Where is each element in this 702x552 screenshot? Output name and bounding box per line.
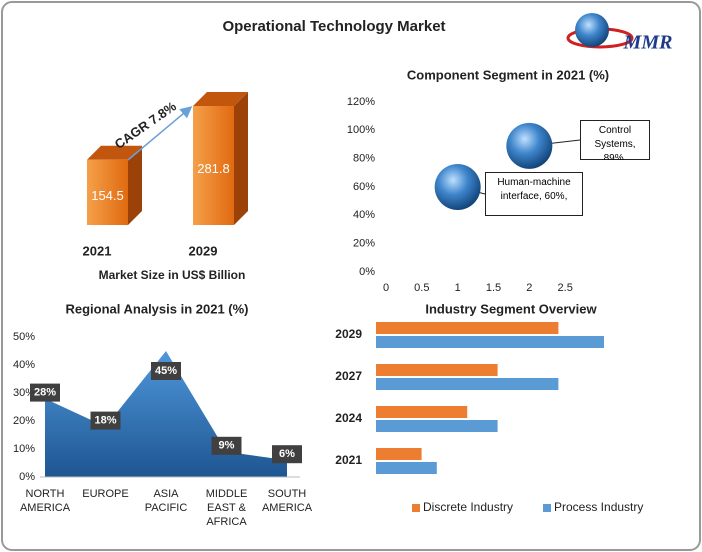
value-label: 45% bbox=[155, 365, 177, 377]
legend-swatch bbox=[412, 504, 420, 512]
value-label-bg bbox=[272, 445, 302, 464]
x-tick-label: ASIA PACIFIC bbox=[144, 488, 188, 514]
x-tick-label: 2021 bbox=[83, 243, 112, 258]
y-tick-label: 50% bbox=[13, 331, 35, 343]
bar bbox=[87, 145, 142, 225]
x-tick-label: NORTH AMERICA bbox=[19, 488, 71, 514]
bar-side bbox=[128, 145, 142, 225]
page-title: Operational Technology Market bbox=[222, 18, 445, 35]
bar-top bbox=[193, 92, 248, 106]
bar-front bbox=[87, 159, 128, 225]
value-label-bg bbox=[30, 383, 60, 402]
cagr-arrow bbox=[127, 106, 193, 161]
y-tick-label: 80% bbox=[353, 153, 375, 165]
value-label-box: Control Systems, 89%, bbox=[580, 120, 650, 160]
y-tick-label: 40% bbox=[13, 359, 35, 371]
bar bbox=[376, 448, 422, 460]
value-label: Control Systems, 89%, bbox=[580, 120, 650, 160]
bar-side bbox=[234, 92, 248, 225]
bar bbox=[376, 336, 604, 348]
legend-label: Discrete Industry bbox=[423, 500, 513, 514]
bar-front bbox=[193, 106, 234, 225]
bubble bbox=[506, 122, 553, 169]
value-label: 9% bbox=[219, 440, 235, 452]
chart-title: Industry Segment Overview bbox=[425, 301, 597, 316]
y-tick-label: 2024 bbox=[335, 411, 362, 425]
value-label: 18% bbox=[94, 415, 116, 427]
legend-label: Process Industry bbox=[554, 500, 643, 514]
y-tick-label: 120% bbox=[347, 96, 375, 108]
y-tick-label: 0% bbox=[19, 471, 35, 483]
bar-top bbox=[87, 145, 142, 160]
y-tick-label: 0% bbox=[359, 266, 375, 278]
bar bbox=[376, 378, 559, 390]
x-tick-label: 0.5 bbox=[414, 282, 429, 294]
x-tick-label: 1 bbox=[455, 282, 461, 294]
bar bbox=[193, 92, 248, 225]
y-tick-label: 10% bbox=[13, 443, 35, 455]
bubble bbox=[434, 164, 481, 210]
logo-text: MMR bbox=[623, 32, 673, 54]
y-tick-label: 100% bbox=[347, 124, 375, 136]
y-tick-label: 60% bbox=[353, 181, 375, 193]
y-tick-label: 2027 bbox=[335, 369, 362, 383]
value-label-bg bbox=[211, 436, 242, 455]
value-label: Human-machine interface, 60%, bbox=[485, 172, 583, 216]
bar bbox=[376, 420, 498, 432]
bar bbox=[376, 406, 468, 418]
value-label: 154.5 bbox=[91, 188, 124, 203]
y-tick-label: 2029 bbox=[335, 327, 362, 341]
chart-title: Component Segment in 2021 (%) bbox=[407, 67, 609, 82]
x-tick-label: 2.5 bbox=[558, 282, 573, 294]
x-tick-label-box: NORTH AMERICA bbox=[19, 488, 71, 514]
bar bbox=[376, 322, 559, 334]
x-tick-label: EUROPE bbox=[82, 488, 129, 500]
x-tick-label-box: SOUTH AMERICA bbox=[261, 488, 313, 514]
x-tick-label: SOUTH AMERICA bbox=[261, 488, 313, 514]
x-tick-label: 1.5 bbox=[486, 282, 501, 294]
chart-title: Regional Analysis in 2021 (%) bbox=[65, 301, 248, 316]
x-tick-label-box: EUROPE bbox=[82, 488, 129, 500]
x-tick-label: 2029 bbox=[189, 243, 218, 258]
x-axis-label: Market Size in US$ Billion bbox=[99, 268, 246, 282]
bar bbox=[376, 364, 498, 376]
value-label: 28% bbox=[34, 387, 56, 399]
y-tick-label: 30% bbox=[13, 387, 35, 399]
legend-swatch bbox=[543, 504, 551, 512]
y-tick-label: 2021 bbox=[335, 453, 362, 467]
area bbox=[45, 351, 287, 477]
value-label-box: Human-machine interface, 60%, bbox=[485, 172, 583, 216]
y-tick-label: 20% bbox=[353, 238, 375, 250]
x-tick-label-box: ASIA PACIFIC bbox=[144, 488, 188, 514]
x-tick-label: 0 bbox=[383, 282, 389, 294]
x-tick-label: MIDDLE EAST & AFRICA bbox=[205, 488, 248, 528]
value-label: 6% bbox=[279, 448, 295, 460]
x-tick-label: 2 bbox=[526, 282, 532, 294]
bar bbox=[376, 462, 437, 474]
value-label: 281.8 bbox=[197, 161, 230, 176]
value-label-bg bbox=[151, 362, 181, 380]
y-tick-label: 40% bbox=[353, 209, 375, 221]
x-tick-label-box: MIDDLE EAST & AFRICA bbox=[205, 488, 248, 528]
value-label-bg bbox=[90, 411, 121, 430]
y-tick-label: 20% bbox=[13, 415, 35, 427]
logo: MMR bbox=[566, 13, 673, 54]
